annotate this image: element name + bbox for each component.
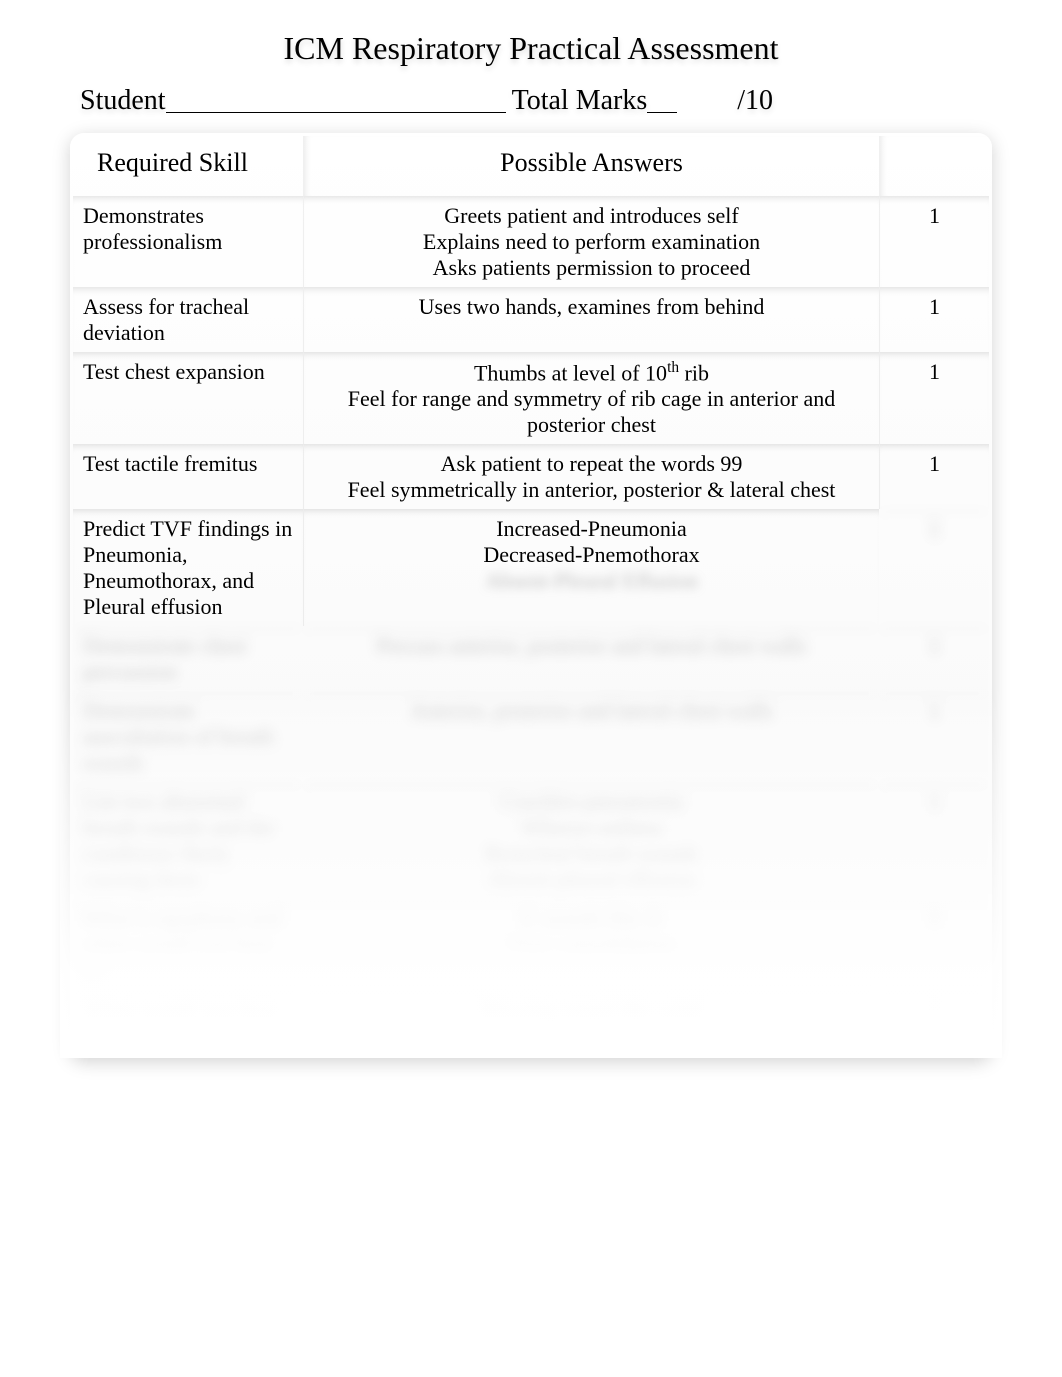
table-row: Demonstrates professionalismGreets patie… (73, 196, 989, 287)
total-marks-label: Total Marks (512, 85, 648, 117)
marks-cell: 1 (879, 782, 989, 899)
answer-line: Over consolidation (314, 932, 869, 958)
table-row: Test chest expansionThumbs at level of 1… (73, 352, 989, 444)
answer-line: Absent-pleural effusion (314, 867, 869, 893)
answers-cell: Anterior, posterior and lateral chest wa… (303, 691, 879, 782)
answer-line: Absent-Pleural Effusion (314, 568, 869, 594)
answers-cell: Blowing sound like windOver consolidatio… (303, 990, 879, 1055)
answer-line: Crackles-pneumonia (314, 789, 869, 815)
marks-cell: 1 (879, 196, 989, 287)
answers-cell: Increased-PneumoniaDecreased-Pnemothorax… (303, 509, 879, 626)
skill-cell: Demonstrate auscultation of breath sound… (73, 691, 303, 782)
answer-line: Decreased-Pnemothorax (314, 542, 869, 568)
marks-cell: 1 (879, 691, 989, 782)
answer-line: Bronchial breath sounds (314, 841, 869, 867)
spacer (677, 85, 737, 117)
assessment-table-wrap: Required Skill Possible Answers Demonstr… (70, 133, 992, 1058)
answer-line: Ask patient to repeat the words 99 (314, 451, 869, 477)
student-blank (166, 81, 506, 113)
marks-cell: 1 (879, 509, 989, 626)
skill-cell: List two abnormal breath sounds and the … (73, 782, 303, 899)
marks-blank (647, 81, 677, 113)
skill-cell: What is egophony and when would you hear… (73, 899, 303, 990)
table-row: Predict TVF findings in Pneumonia, Pneum… (73, 509, 989, 626)
marks-cell: 1 (879, 444, 989, 509)
answers-cell: Crackles-pneumoniaWheeze-asthmaBronchial… (303, 782, 879, 899)
col-skill-header: Required Skill (73, 136, 303, 196)
answers-cell: Percuss anterior, posterior and lateral … (303, 626, 879, 691)
table-body: Demonstrates professionalismGreets patie… (73, 196, 989, 1055)
skill-cell: Test chest expansion (73, 352, 303, 444)
marks-cell: 1 (879, 990, 989, 1055)
table-row: When would you hear it?Blowing sound lik… (73, 990, 989, 1055)
document: ICM Respiratory Practical Assessment Stu… (60, 30, 1002, 1058)
skill-cell: When would you hear it? (73, 990, 303, 1055)
answer-line: E sounds like A (314, 906, 869, 932)
skill-cell: Assess for tracheal deviation (73, 287, 303, 352)
answers-cell: Thumbs at level of 10th ribFeel for rang… (303, 352, 879, 444)
col-answers-header: Possible Answers (303, 136, 879, 196)
skill-cell: Demonstrates professionalism (73, 196, 303, 287)
answer-line: Over consolidation e.g. lung or top of a… (314, 1023, 869, 1049)
answer-line: Anterior, posterior and lateral chest wa… (314, 698, 869, 724)
answer-line: Blowing sound like wind (314, 997, 869, 1023)
page-title: ICM Respiratory Practical Assessment (60, 30, 1002, 67)
answer-line: Uses two hands, examines from behind (314, 294, 869, 320)
marks-cell: 1 (879, 899, 989, 990)
table-row: Demonstrate auscultation of breath sound… (73, 691, 989, 782)
table-row: List two abnormal breath sounds and the … (73, 782, 989, 899)
skill-cell: Demonstrate chest percussion (73, 626, 303, 691)
table-row: What is egophony and when would you hear… (73, 899, 989, 990)
answers-cell: E sounds like AOver consolidation (303, 899, 879, 990)
answer-line: Increased-Pneumonia (314, 516, 869, 542)
assessment-table: Required Skill Possible Answers Demonstr… (73, 136, 989, 1055)
skill-cell: Test tactile fremitus (73, 444, 303, 509)
marks-cell: 1 (879, 287, 989, 352)
answer-line: Greets patient and introduces self (314, 203, 869, 229)
table-row: Demonstrate chest percussion Percuss ante… (73, 626, 989, 691)
student-marks-line: Student Total Marks /10 (60, 85, 1002, 117)
answers-cell: Ask patient to repeat the words 99Feel s… (303, 444, 879, 509)
student-label: Student (80, 85, 166, 117)
table-header-row: Required Skill Possible Answers (73, 136, 989, 196)
answer-line: Explains need to perform examination (314, 229, 869, 255)
answer-line: Wheeze-asthma (314, 815, 869, 841)
answer-line: Thumbs at level of 10th rib (314, 359, 869, 386)
answer-line: Feel symmetrically in anterior, posterio… (314, 477, 869, 503)
table-row: Assess for tracheal deviation Uses two ha… (73, 287, 989, 352)
out-of-label: /10 (737, 85, 773, 117)
skill-cell: Predict TVF findings in Pneumonia, Pneum… (73, 509, 303, 626)
answers-cell: Uses two hands, examines from behind (303, 287, 879, 352)
answer-line: Feel for range and symmetry of rib cage … (314, 386, 869, 438)
table-row: Test tactile fremitusAsk patient to repe… (73, 444, 989, 509)
answers-cell: Greets patient and introduces selfExplai… (303, 196, 879, 287)
marks-cell: 1 (879, 352, 989, 444)
answer-line: Asks patients permission to proceed (314, 255, 869, 281)
marks-cell: 1 (879, 626, 989, 691)
col-marks-header (879, 136, 989, 196)
answer-line: Percuss anterior, posterior and lateral … (314, 633, 869, 659)
